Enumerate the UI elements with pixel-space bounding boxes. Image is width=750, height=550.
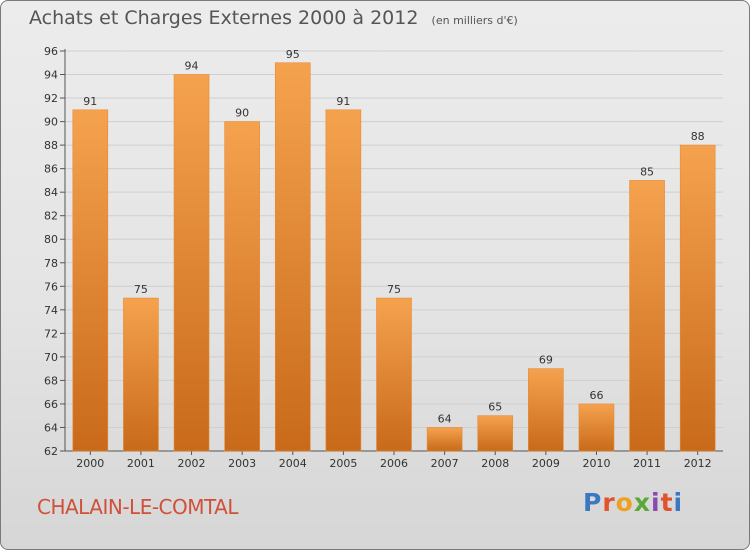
x-tick-label-2002: 2002 [178, 457, 206, 470]
value-label-2003: 90 [235, 107, 249, 120]
y-tick-label: 76 [44, 280, 58, 293]
bar-2007 [426, 427, 463, 452]
x-tick-label-2001: 2001 [127, 457, 155, 470]
y-tick-label: 68 [44, 374, 58, 387]
y-tick-label: 74 [44, 304, 58, 317]
x-tick-label-2004: 2004 [279, 457, 307, 470]
bar-2008 [477, 415, 514, 452]
y-tick-label: 92 [44, 92, 58, 105]
x-tick-label-2011: 2011 [633, 457, 661, 470]
x-tick-label-2000: 2000 [76, 457, 104, 470]
value-label-2012: 88 [691, 130, 705, 143]
y-tick-label: 70 [44, 351, 58, 364]
logo-letter: t [660, 488, 674, 517]
y-tick-label: 64 [44, 421, 58, 434]
bar-2001 [123, 297, 159, 452]
y-tick-label: 80 [44, 233, 58, 246]
proxiti-logo: Proxiti [583, 488, 683, 517]
x-tick-label-2003: 2003 [228, 457, 256, 470]
y-tick-label: 72 [44, 327, 58, 340]
bar-2002 [173, 74, 210, 452]
y-tick-label: 62 [44, 445, 58, 458]
value-label-2006: 75 [387, 283, 401, 296]
logo-letter: o [615, 488, 634, 517]
y-tick-label: 88 [44, 139, 58, 152]
logo-letter: i [673, 488, 684, 517]
x-tick-label-2005: 2005 [329, 457, 357, 470]
value-label-2010: 66 [589, 389, 603, 402]
y-tick-label: 94 [44, 69, 58, 82]
bar-2004 [274, 62, 311, 452]
y-tick-label: 84 [44, 186, 58, 199]
x-tick-label-2008: 2008 [481, 457, 509, 470]
bar-2000 [72, 109, 109, 452]
x-tick-label-2007: 2007 [431, 457, 459, 470]
logo-letter: P [583, 488, 603, 517]
bar-layer [72, 62, 716, 452]
value-label-2008: 65 [488, 401, 502, 414]
axis-layer: 62 64 66 68 70 72 74 76 78 80 82 84 86 88 90 92 94 96 2000… [44, 45, 723, 470]
x-tick-label-2006: 2006 [380, 457, 408, 470]
x-tick-label-2009: 2009 [532, 457, 560, 470]
value-label-2011: 85 [640, 165, 654, 178]
logo-letter: x [633, 488, 651, 517]
bar-2005 [325, 109, 362, 452]
x-tick-label-2010: 2010 [582, 457, 610, 470]
value-label-2007: 64 [438, 412, 452, 425]
bar-2010 [578, 403, 615, 452]
value-label-2000: 91 [83, 95, 97, 108]
logo-letter: i [651, 488, 661, 517]
value-label-2002: 94 [185, 60, 199, 73]
chart-title: Achats et Charges Externes 2000 à 2012 [29, 7, 419, 29]
bar-2006 [376, 297, 412, 452]
title-row: Achats et Charges Externes 2000 à 2012 (… [29, 7, 518, 29]
y-tick-label: 90 [44, 116, 58, 129]
label-layer: 91 75 94 90 95 91 75 64 65 69 66 85 88 [83, 48, 704, 426]
bar-2009 [528, 368, 564, 452]
logo-letter: r [602, 488, 616, 517]
value-label-2009: 69 [539, 354, 553, 367]
bar-2003 [224, 121, 260, 452]
value-label-2004: 95 [286, 48, 300, 61]
chart-subtitle: (en milliers d'€) [431, 14, 518, 27]
bar-2012 [679, 144, 716, 452]
y-tick-label: 82 [44, 210, 58, 223]
y-tick-label: 86 [44, 163, 58, 176]
bar-2011 [629, 180, 665, 452]
place-name: CHALAIN-LE-COMTAL [37, 495, 239, 519]
value-label-2005: 91 [336, 95, 350, 108]
y-tick-label: 96 [44, 45, 58, 58]
y-tick-label: 66 [44, 398, 58, 411]
y-tick-label: 78 [44, 257, 58, 270]
x-tick-label-2012: 2012 [684, 457, 712, 470]
value-label-2001: 75 [134, 283, 148, 296]
